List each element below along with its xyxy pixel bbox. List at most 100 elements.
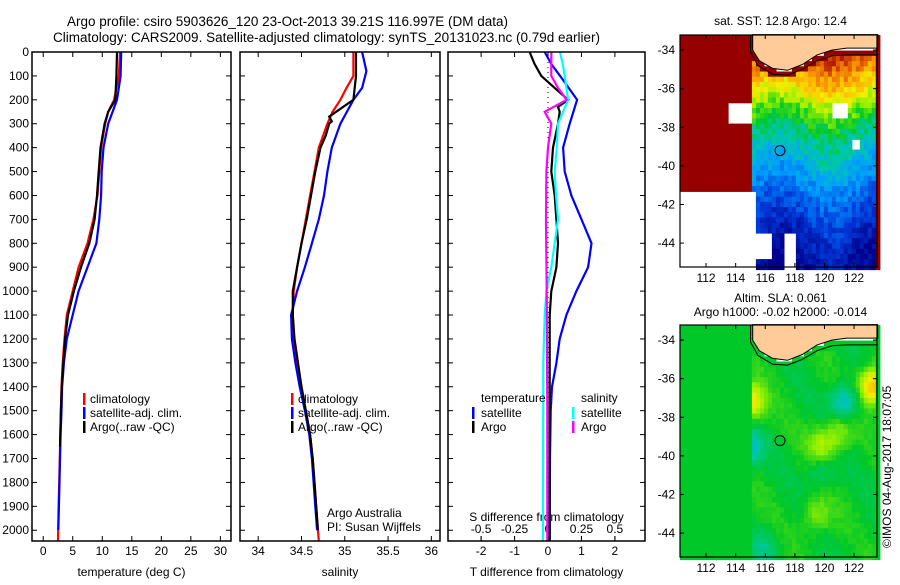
heatmap-cell [815,512,821,519]
heatmap-cell [759,259,765,265]
heatmap-cell [831,227,837,234]
heatmap-cell [787,222,793,229]
heatmap-cell [839,382,845,389]
heatmap-cell [795,196,801,203]
heatmap-cell [863,66,869,73]
heatmap-cell [716,175,721,182]
heatmap-cell [859,196,865,203]
heatmap-cell [851,444,857,451]
heatmap-cell [728,55,733,62]
heatmap-cell [791,460,797,467]
heatmap-cell [759,444,765,451]
heatmap-cell [843,217,849,224]
heatmap-cell [775,108,781,114]
heatmap-cell [688,450,693,456]
heatmap-cell [704,450,709,456]
heatmap-cell [811,248,817,255]
heatmap-cell [724,45,729,52]
heatmap-cell [799,491,805,498]
x-tick-label: 36 [425,544,439,558]
heatmap-cell [875,460,881,467]
heatmap-cell [795,238,801,244]
x-tick-label: 0 [545,544,552,558]
heatmap-cell [704,429,709,435]
heatmap-cell [803,128,809,135]
heatmap-cell [875,118,881,125]
heatmap-cell [743,361,749,368]
heatmap-cell [851,50,857,57]
heatmap-cell [743,434,749,441]
heatmap-cell [803,392,809,399]
heatmap-cell [819,538,825,545]
heatmap-cell [831,528,837,534]
heatmap-cell [712,497,717,503]
heatmap-cell [716,81,721,88]
heatmap-cell [712,465,717,472]
heatmap-cell [779,470,785,477]
heatmap-cell [823,50,829,57]
heatmap-cell [867,444,873,451]
heatmap-cell [767,196,773,203]
heatmap-cell [775,366,781,373]
heatmap-cell [843,403,849,409]
heatmap-cell [847,139,853,145]
heatmap-cell [807,543,813,550]
heatmap-cell [779,403,785,409]
heatmap-cell [684,71,689,78]
heatmap-cell [815,212,821,218]
latitude-label: -42 [658,197,676,211]
heatmap-cell [696,387,701,394]
heatmap-cell [747,470,753,477]
heatmap-cell [743,97,749,104]
heatmap-cell [823,387,829,394]
heatmap-cell [747,408,753,415]
heatmap-cell [700,361,705,368]
heatmap-cell [847,108,853,114]
heatmap-cell [755,512,761,519]
heatmap-cell [835,154,841,161]
heatmap-cell [771,418,777,425]
heatmap-cell [684,497,689,503]
heatmap-cell [791,408,797,415]
heatmap-cell [716,102,721,109]
heatmap-cell [680,392,685,399]
heatmap-cell [807,207,813,213]
heatmap-cell [867,543,873,550]
heatmap-cell [728,45,733,52]
heatmap-cell [783,371,789,378]
heatmap-cell [791,66,797,73]
heatmap-cell [751,139,757,145]
heatmap-cell [775,76,781,83]
heatmap-cell [839,165,845,172]
heatmap-cell [700,528,705,534]
heatmap-cell [851,259,857,265]
heatmap-cell [843,201,849,208]
longitude-label: 116 [756,561,775,575]
x-tick-label: 30 [214,544,228,558]
heatmap-cell [827,207,833,213]
heatmap-cell [819,81,825,88]
heatmap-cell [704,61,709,67]
heatmap-cell [799,403,805,409]
heatmap-cell [863,413,869,420]
heatmap-cell [692,486,697,493]
heatmap-cell [759,149,765,156]
heatmap-cell [847,123,853,130]
heatmap-cell [859,180,865,187]
heatmap-cell [815,191,821,198]
heatmap-cell [851,217,857,224]
heatmap-cell [724,35,729,41]
heatmap-cell [831,160,837,166]
heatmap-cell [779,180,785,187]
heatmap-cell [763,191,769,198]
heatmap-cell [803,102,809,109]
heatmap-cell [851,123,857,130]
heatmap-cell [859,351,865,357]
heatmap-cell [851,382,857,389]
heatmap-cell [799,497,805,503]
heatmap-cell [680,154,685,161]
heatmap-cell [728,325,733,331]
heatmap-cell [680,533,685,540]
heatmap-cell [823,139,829,145]
heatmap-cell [759,139,765,145]
